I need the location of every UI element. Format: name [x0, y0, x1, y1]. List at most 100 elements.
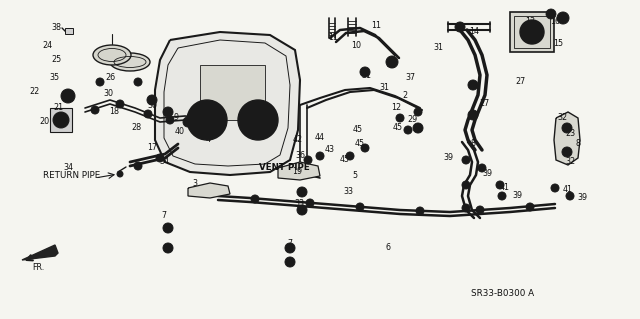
- Ellipse shape: [93, 45, 131, 65]
- Text: FR.: FR.: [32, 263, 44, 272]
- Text: 34: 34: [63, 164, 73, 173]
- Circle shape: [194, 107, 220, 133]
- Text: SR33-B0300 A: SR33-B0300 A: [472, 288, 534, 298]
- Circle shape: [61, 89, 75, 103]
- Text: 20: 20: [39, 117, 49, 127]
- Text: 6: 6: [385, 243, 390, 253]
- Circle shape: [404, 126, 412, 134]
- Circle shape: [414, 108, 422, 116]
- Text: 40: 40: [175, 128, 185, 137]
- Text: 34: 34: [159, 158, 169, 167]
- Circle shape: [116, 100, 124, 108]
- Circle shape: [468, 110, 478, 120]
- Text: 39: 39: [577, 194, 587, 203]
- Text: 33: 33: [294, 199, 304, 209]
- Text: 45: 45: [353, 125, 363, 135]
- Text: 8: 8: [575, 139, 580, 149]
- Circle shape: [306, 199, 314, 207]
- Circle shape: [462, 181, 470, 189]
- Text: 32: 32: [557, 114, 567, 122]
- Ellipse shape: [110, 53, 150, 71]
- Circle shape: [551, 184, 559, 192]
- Text: 11: 11: [328, 33, 338, 42]
- PathPatch shape: [188, 183, 230, 198]
- Circle shape: [356, 203, 364, 211]
- Text: 14: 14: [469, 27, 479, 36]
- Text: 19: 19: [292, 167, 302, 176]
- Text: 39: 39: [512, 191, 522, 201]
- Text: 38: 38: [51, 24, 61, 33]
- Circle shape: [134, 78, 142, 86]
- Circle shape: [156, 154, 164, 162]
- Text: 3: 3: [193, 180, 198, 189]
- Text: 4: 4: [205, 136, 211, 145]
- Bar: [65, 28, 73, 34]
- Text: 23: 23: [565, 130, 575, 138]
- Circle shape: [297, 187, 307, 197]
- Circle shape: [346, 152, 354, 160]
- Circle shape: [413, 123, 423, 133]
- Circle shape: [361, 144, 369, 152]
- Circle shape: [386, 56, 398, 68]
- PathPatch shape: [278, 162, 320, 180]
- Text: 12: 12: [391, 103, 401, 113]
- Text: 1: 1: [195, 103, 200, 113]
- Text: 42: 42: [293, 136, 303, 145]
- Text: 30: 30: [147, 101, 157, 110]
- Text: 31: 31: [379, 84, 389, 93]
- PathPatch shape: [554, 112, 580, 165]
- Text: 25: 25: [51, 56, 61, 64]
- Circle shape: [468, 80, 478, 90]
- Circle shape: [238, 100, 278, 140]
- Circle shape: [163, 243, 173, 253]
- Circle shape: [520, 20, 544, 44]
- Text: 21: 21: [53, 103, 63, 113]
- Text: 7: 7: [161, 211, 166, 220]
- Text: 39: 39: [482, 168, 492, 177]
- Text: 37: 37: [405, 73, 415, 83]
- Circle shape: [462, 156, 470, 164]
- Text: 15: 15: [553, 40, 563, 48]
- Text: 45: 45: [355, 139, 365, 149]
- Text: 28: 28: [131, 123, 141, 132]
- Text: 9: 9: [173, 114, 179, 122]
- Circle shape: [566, 192, 574, 200]
- Circle shape: [91, 106, 99, 114]
- Circle shape: [478, 164, 486, 172]
- Circle shape: [251, 195, 259, 203]
- Circle shape: [297, 205, 307, 215]
- Text: 5: 5: [353, 170, 358, 180]
- Circle shape: [144, 110, 152, 118]
- Circle shape: [163, 107, 173, 117]
- Circle shape: [166, 116, 174, 124]
- Circle shape: [455, 22, 465, 32]
- Circle shape: [416, 207, 424, 215]
- Text: 27: 27: [479, 100, 489, 108]
- Circle shape: [498, 192, 506, 200]
- Text: 45: 45: [393, 123, 403, 132]
- Text: 17: 17: [147, 144, 157, 152]
- Circle shape: [476, 206, 484, 214]
- Circle shape: [117, 171, 123, 177]
- Circle shape: [245, 107, 271, 133]
- Text: 31: 31: [361, 71, 371, 80]
- Circle shape: [360, 67, 370, 77]
- Circle shape: [496, 181, 504, 189]
- Text: 31: 31: [433, 43, 443, 53]
- Polygon shape: [22, 245, 58, 260]
- Circle shape: [557, 12, 569, 24]
- Circle shape: [96, 78, 104, 86]
- Text: 13: 13: [525, 18, 535, 26]
- Circle shape: [285, 257, 295, 267]
- Text: VENT PIPE: VENT PIPE: [259, 164, 309, 173]
- Bar: [200, 65, 265, 120]
- Text: 41: 41: [500, 183, 510, 192]
- Bar: [514, 16, 550, 48]
- Text: 43: 43: [325, 145, 335, 154]
- Circle shape: [147, 95, 157, 105]
- Text: 35: 35: [49, 73, 59, 83]
- Text: 27: 27: [515, 78, 525, 86]
- Text: 33: 33: [343, 188, 353, 197]
- Text: 16: 16: [550, 18, 560, 26]
- Circle shape: [53, 112, 69, 128]
